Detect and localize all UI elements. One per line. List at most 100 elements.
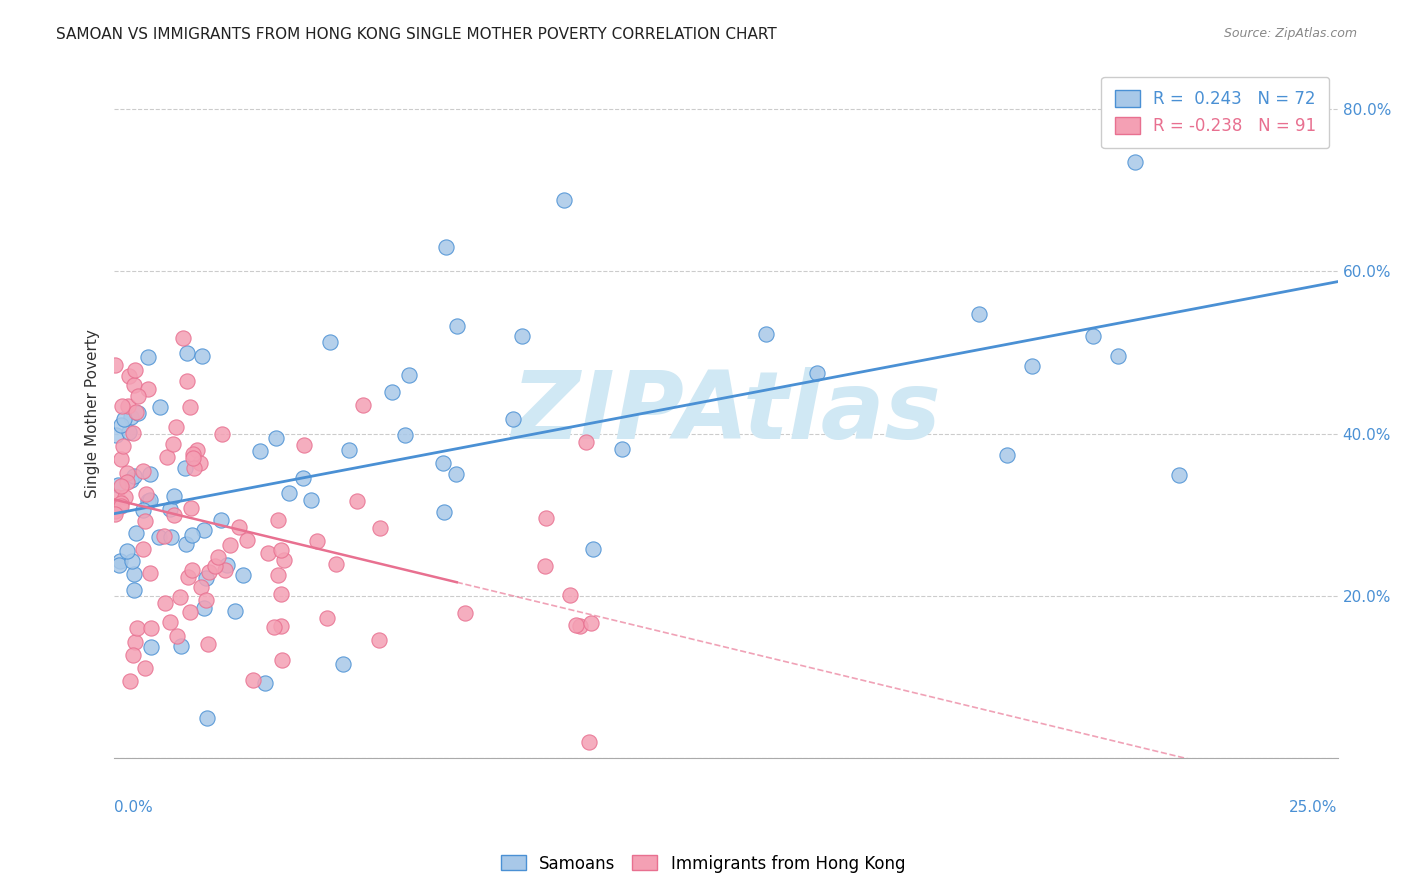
Text: 0.0%: 0.0% [114, 800, 153, 814]
Point [136, 382, 159, 396]
Point [110, 499, 132, 513]
Point [215, 558, 238, 572]
Point [316, 611, 339, 625]
Point [224, 604, 246, 618]
Point [569, 619, 592, 633]
Point [266, 567, 288, 582]
Point [232, 568, 254, 582]
Point [806, 366, 828, 380]
Point [176, 346, 198, 360]
Point [352, 398, 374, 412]
Point [111, 399, 134, 413]
Point [191, 350, 214, 364]
Point [160, 530, 183, 544]
Point [180, 563, 202, 577]
Point [134, 660, 156, 674]
Point [564, 617, 586, 632]
Point [299, 493, 322, 508]
Point [127, 406, 149, 420]
Point [502, 412, 524, 426]
Point [121, 648, 143, 662]
Point [995, 449, 1018, 463]
Point [122, 567, 145, 582]
Point [103, 507, 125, 521]
Text: SAMOAN VS IMMIGRANTS FROM HONG KONG SINGLE MOTHER POVERTY CORRELATION CHART: SAMOAN VS IMMIGRANTS FROM HONG KONG SING… [56, 27, 778, 42]
Point [115, 475, 138, 490]
Point [125, 405, 148, 419]
Point [132, 542, 155, 557]
Point [446, 318, 468, 333]
Point [135, 487, 157, 501]
Point [112, 412, 135, 426]
Point [612, 442, 634, 457]
Point [270, 587, 292, 601]
Point [127, 389, 149, 403]
Point [204, 558, 226, 573]
Point [211, 427, 233, 442]
Point [209, 513, 232, 527]
Point [139, 492, 162, 507]
Point [346, 494, 368, 508]
Point [134, 514, 156, 528]
Point [1081, 328, 1104, 343]
Point [179, 400, 201, 414]
Point [273, 553, 295, 567]
Point [104, 504, 127, 518]
Point [228, 520, 250, 534]
Point [118, 368, 141, 383]
Point [125, 621, 148, 635]
Point [553, 194, 575, 208]
Point [120, 473, 142, 487]
Point [434, 239, 457, 253]
Point [190, 581, 212, 595]
Text: 25.0%: 25.0% [1289, 800, 1337, 814]
Point [183, 447, 205, 461]
Point [120, 410, 142, 425]
Point [1021, 359, 1043, 373]
Point [131, 464, 153, 478]
Point [124, 363, 146, 377]
Point [235, 533, 257, 548]
Point [118, 425, 141, 440]
Point [122, 582, 145, 597]
Point [132, 502, 155, 516]
Point [183, 460, 205, 475]
Point [394, 427, 416, 442]
Point [332, 657, 354, 671]
Point [139, 640, 162, 654]
Point [180, 528, 202, 542]
Point [115, 544, 138, 558]
Point [122, 469, 145, 483]
Point [159, 502, 181, 516]
Point [148, 530, 170, 544]
Point [193, 523, 215, 537]
Point [108, 558, 131, 572]
Point [174, 537, 197, 551]
Point [195, 711, 218, 725]
Point [169, 590, 191, 604]
Point [110, 417, 132, 432]
Point [967, 307, 990, 321]
Point [319, 335, 342, 350]
Point [115, 467, 138, 481]
Point [253, 676, 276, 690]
Point [305, 533, 328, 548]
Point [292, 438, 315, 452]
Point [534, 511, 557, 525]
Point [181, 450, 204, 465]
Point [125, 525, 148, 540]
Point [1123, 155, 1146, 169]
Point [170, 640, 193, 654]
Point [186, 442, 208, 457]
Point [114, 490, 136, 504]
Point [112, 439, 135, 453]
Point [534, 559, 557, 574]
Point [138, 467, 160, 481]
Point [179, 605, 201, 619]
Point [578, 735, 600, 749]
Point [136, 493, 159, 508]
Point [105, 490, 128, 504]
Point [139, 621, 162, 635]
Point [381, 384, 404, 399]
Point [257, 546, 280, 560]
